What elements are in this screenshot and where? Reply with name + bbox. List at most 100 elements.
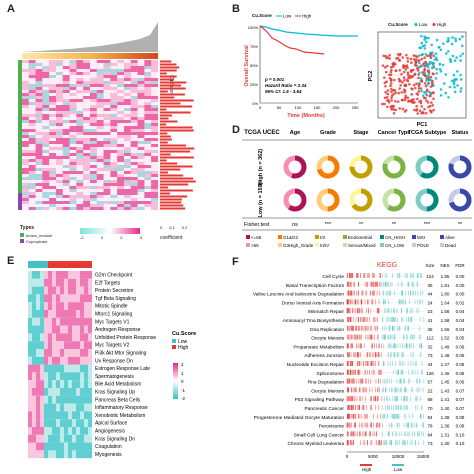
heat-cell [124,96,131,99]
coef-bar [160,177,194,180]
heat-cell [103,144,111,147]
heat-cell [22,123,29,126]
value-nes: 1.47 [441,362,450,367]
heat-cell [90,78,97,81]
heat-cell [110,63,118,66]
heat-cell [90,147,97,150]
heat-cell [49,129,56,132]
pca-point-low [434,52,438,55]
heat-cell [76,442,80,451]
coef-bar [160,99,194,102]
pca-point-high [405,53,408,57]
heat-cell [117,207,124,210]
heat-cell [96,198,104,201]
heat-cell [96,63,104,66]
value-size: 22 [427,388,433,393]
pca-point-low [423,47,427,50]
heat-cell [28,271,32,279]
heat-cell [96,156,104,159]
value-size: 70 [427,406,433,411]
heat-cell [44,372,48,381]
heat-cell [28,102,36,105]
heat-cell [72,364,76,373]
heat-cell [69,183,77,186]
heat-cell [96,129,104,132]
pca-point-high [429,85,433,88]
heat-cell [69,171,77,174]
heat-cell [88,380,92,388]
pca-point-low [429,92,432,96]
heat-cell [35,93,43,96]
heat-cell [56,138,63,141]
heat-cell [76,180,84,183]
pathway-label: Pancreas Beta Cells [95,397,141,403]
heat-cell [117,156,124,159]
heat-cell [56,117,63,120]
heat-cell [36,442,40,451]
pca-point-high [420,57,424,61]
pca-point-low [449,59,452,62]
pca-point-low [426,65,430,69]
heat-cell [44,356,48,365]
pca-point-low [450,79,454,83]
heat-cell [137,93,145,96]
value-nes: 1.81 [441,283,450,288]
pca-point-high [418,100,421,103]
heat-cell [35,144,43,147]
heat-cell [83,93,90,96]
heat-cell [56,78,63,81]
pca-point-high [389,70,393,74]
coef-bar [160,198,182,201]
legend-swatch [380,243,384,247]
heat-cell [42,93,50,96]
heat-cell [56,69,63,72]
heat-cell [130,75,138,78]
heat-cell [151,201,158,204]
heat-cell [68,450,72,459]
heat-cell [35,120,43,123]
heat-cell [62,183,70,186]
heat-cell [40,411,44,420]
legend-item: G3High_Grade [283,243,314,248]
coef-bar [160,174,184,177]
pca-point-low [420,89,423,93]
heat-cell [68,271,72,279]
heat-cell [42,138,50,141]
heat-cell [76,427,80,435]
heat-cell [76,171,84,174]
heat-cell [137,84,145,87]
heat-cell [69,93,77,96]
heat-cell [49,132,56,135]
heat-cell [69,177,77,180]
heat-cell [28,114,36,117]
heat-cell [117,69,124,72]
heat-cell [44,450,48,459]
heat-cell [90,129,97,132]
heat-cell [103,147,111,150]
pca-point-low [421,52,424,56]
heat-cell [36,403,40,412]
pca-point-high [398,58,401,62]
panel-f-gsea-table: KEGG Size NES FDR Cell Cycle 124 1.85 0.00B… [253,262,465,472]
heat-cell [76,271,80,279]
heat-cell [88,434,92,443]
heat-cell [44,310,48,318]
coef-bar [160,66,180,69]
heat-cell [22,126,29,129]
pca-point-high [432,54,436,58]
heat-cell [151,69,158,72]
heat-cell [69,75,77,78]
heat-cell [64,333,68,342]
heat-cell [62,147,70,150]
heat-cell [42,165,50,168]
heat-cell [83,129,90,132]
pca-point-high [383,66,387,69]
heat-cell [96,114,104,117]
heat-cell [42,144,50,147]
heat-cell [137,132,145,135]
legend-item: III/IV [320,243,329,248]
heat-cell [22,156,29,159]
heat-cell [49,198,56,201]
heat-cell [130,144,138,147]
heat-cell [32,411,36,420]
